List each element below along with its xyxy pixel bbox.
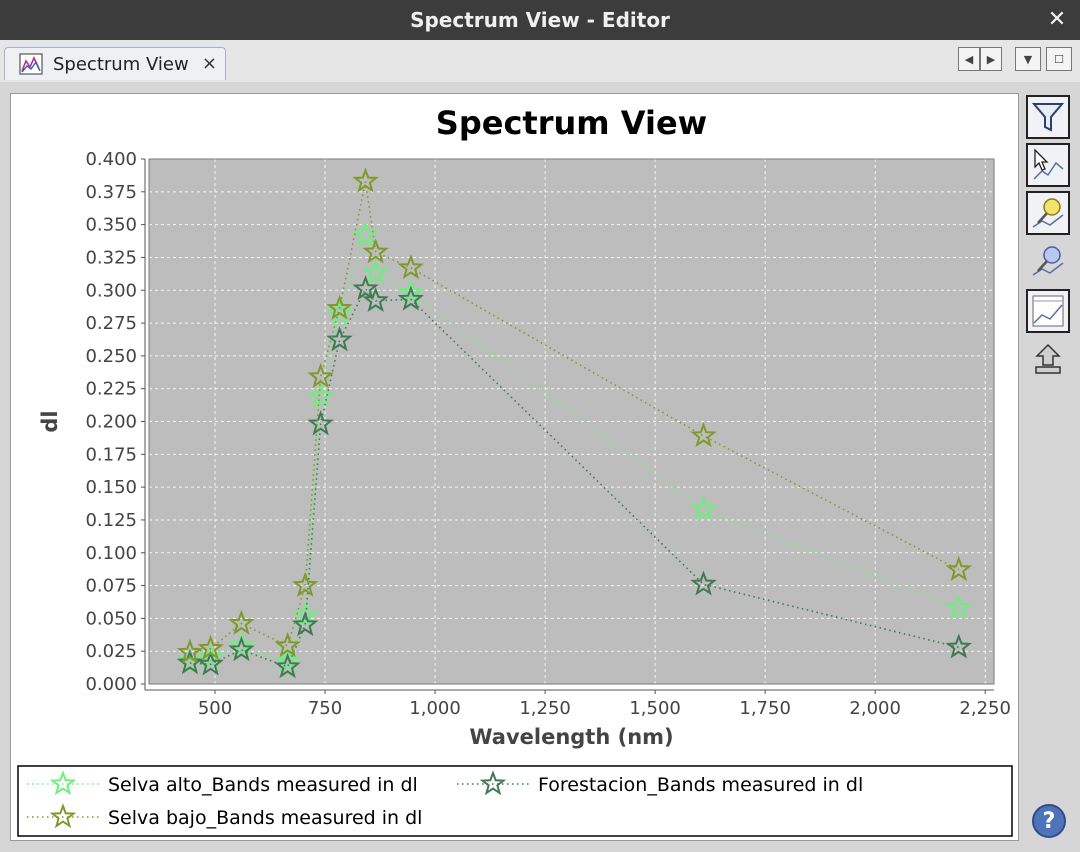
tab-scroll-controls: ◀ ▶: [958, 47, 1002, 71]
data-point-star: [197, 650, 224, 676]
x-tick-label: 2,250: [959, 698, 1011, 719]
series-2: [176, 167, 973, 664]
data-point-star: [397, 279, 425, 305]
tab-close-icon[interactable]: ×: [201, 53, 217, 74]
tab-list-dropdown-icon[interactable]: ▼: [1015, 47, 1041, 71]
data-point-star: [397, 285, 425, 311]
data-point-star: [362, 238, 389, 264]
y-tick-label: 0.100: [85, 543, 137, 564]
data-point-star: [197, 643, 224, 669]
data-point-star: [176, 647, 204, 673]
y-tick-label: 0.275: [85, 313, 137, 334]
y-tick-label: 0.200: [85, 412, 137, 433]
y-tick-label: 0.000: [85, 674, 137, 695]
x-tick-label: 1,500: [629, 698, 681, 719]
data-point-star: [274, 653, 301, 679]
plot-border: [148, 158, 995, 685]
data-point-star: [274, 647, 301, 673]
y-tick-label: 0.050: [85, 608, 137, 629]
data-point-star: [197, 634, 224, 660]
data-point-star: [352, 275, 379, 301]
data-point-star: [307, 382, 334, 408]
tab-label: Spectrum View: [53, 53, 189, 75]
series-line: [189, 232, 960, 663]
legend-marker-star: [479, 770, 507, 796]
y-tick-label: 0.375: [85, 182, 137, 203]
data-point-star: [352, 167, 379, 193]
export-spectra-icon[interactable]: [1026, 337, 1070, 381]
x-tick-label: 500: [198, 698, 232, 719]
data-point-star: [228, 636, 255, 662]
tab-spectrum-view[interactable]: Spectrum View ×: [4, 47, 226, 80]
series-0: [176, 221, 973, 673]
legend-marker-star: [49, 803, 77, 829]
data-point-star: [307, 363, 334, 389]
y-tick-label: 0.400: [85, 149, 137, 170]
data-point-star: [307, 410, 334, 436]
spectrum-chart-panel: Spectrum View 0.000 0.025 0.050 0.075 0.100 0.…: [10, 93, 1019, 841]
y-tick-label: 0.325: [85, 247, 137, 268]
x-tick-label: 1,000: [409, 698, 461, 719]
data-point-star: [945, 555, 973, 582]
editor-tab-strip: Spectrum View × ◀ ▶ ▼ ☐: [0, 40, 1080, 82]
chart-legend: Selva alto_Bands measured in dl Forestaci…: [17, 765, 1013, 837]
tab-scroll-right-icon[interactable]: ▶: [980, 47, 1002, 71]
show-all-pins-icon[interactable]: [1026, 239, 1070, 283]
data-point-star: [397, 254, 425, 280]
y-tick-label: 0.075: [85, 576, 137, 597]
data-point-star: [228, 632, 255, 658]
data-point-star: [292, 611, 319, 637]
legend-label: Selva alto_Bands measured in dl: [108, 774, 418, 796]
help-button[interactable]: ?: [1032, 804, 1066, 838]
y-tick-label: 0.175: [85, 444, 137, 465]
tab-scroll-left-icon[interactable]: ◀: [958, 47, 980, 71]
data-point-star: [690, 422, 717, 448]
window-close-icon[interactable]: ✕: [1047, 7, 1067, 32]
legend-marker-star: [49, 770, 77, 796]
data-point-star: [945, 594, 973, 620]
data-point-star: [326, 294, 353, 320]
maximize-window-icon[interactable]: ☐: [1046, 47, 1072, 71]
y-tick-label: 0.225: [85, 379, 137, 400]
data-point-star: [362, 286, 389, 312]
legend-label: Forestacion_Bands measured in dl: [538, 774, 863, 796]
data-point-star: [176, 638, 204, 664]
filter-bands-icon[interactable]: [1026, 95, 1070, 139]
data-point-star: [228, 609, 255, 635]
window-titlebar: Spectrum View - Editor ✕: [0, 0, 1080, 40]
y-tick-label: 0.150: [85, 477, 137, 498]
y-tick-label: 0.125: [85, 510, 137, 531]
x-tick-label: 1,750: [739, 698, 791, 719]
y-tick-label: 0.350: [85, 215, 137, 236]
x-tick-label: 2,000: [849, 698, 901, 719]
show-grid-icon[interactable]: [1026, 289, 1070, 333]
spectrum-chart: Spectrum View 0.000 0.025 0.050 0.075 0.100 0.…: [17, 104, 1013, 837]
x-tick-label: 1,250: [519, 698, 571, 719]
x-axis-label: Wavelength (nm): [469, 725, 673, 749]
chart-title: Spectrum View: [436, 104, 707, 142]
series-1: [176, 275, 973, 679]
data-point-star: [945, 633, 973, 659]
legend-box: [17, 765, 1013, 837]
data-point-star: [690, 495, 717, 521]
data-point-star: [362, 259, 389, 285]
data-point-star: [292, 571, 319, 597]
data-point-star: [176, 649, 204, 675]
y-tick-label: 0.300: [85, 280, 137, 301]
legend-label: Selva bajo_Bands measured in dl: [108, 807, 422, 829]
data-point-star: [292, 601, 319, 627]
data-point-star: [690, 570, 717, 596]
data-point-star: [274, 632, 301, 658]
y-axis-label: dl: [38, 410, 62, 432]
y-tick-label: 0.250: [85, 346, 137, 367]
y-tick-label: 0.025: [85, 641, 137, 662]
data-point-star: [326, 300, 353, 326]
spectrum-chart-icon: [19, 53, 43, 75]
window-title: Spectrum View - Editor: [410, 8, 670, 32]
series-line: [189, 181, 960, 654]
select-spectra-cursor-icon[interactable]: [1026, 143, 1070, 187]
show-pin-spectra-icon[interactable]: [1026, 191, 1070, 235]
spectrum-toolbar: [1024, 93, 1074, 433]
x-tick-label: 750: [308, 698, 342, 719]
